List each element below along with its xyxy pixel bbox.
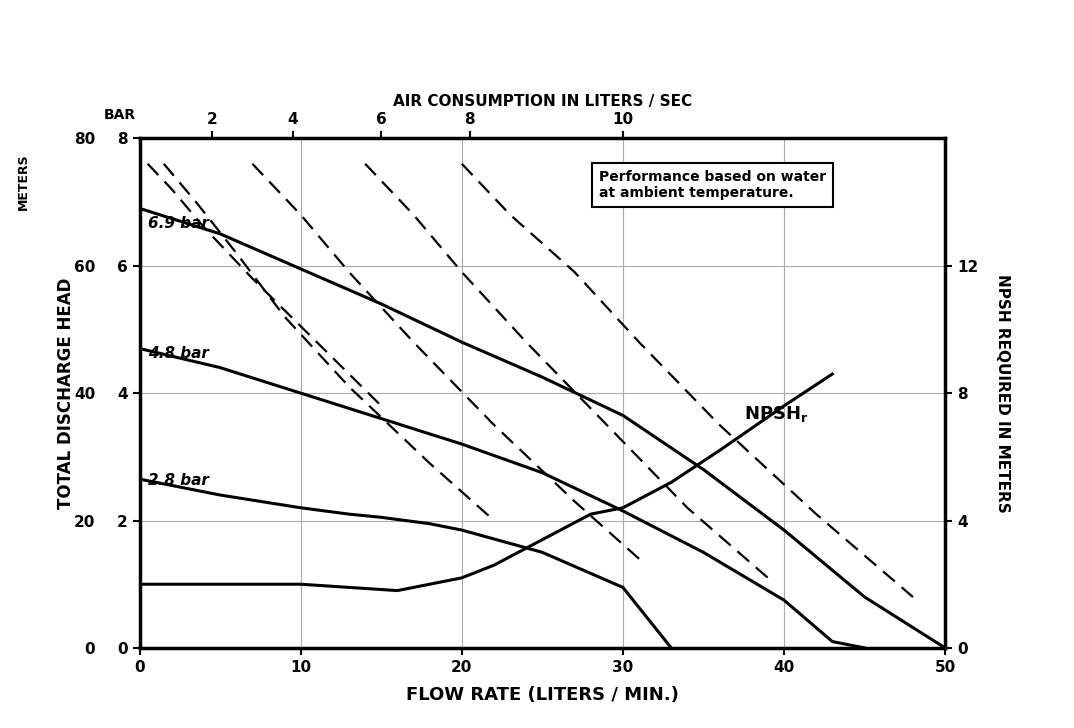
Text: METERS: METERS xyxy=(17,154,30,210)
Text: 4.8 bar: 4.8 bar xyxy=(148,346,208,361)
Y-axis label: TOTAL DISCHARGE HEAD: TOTAL DISCHARGE HEAD xyxy=(57,277,75,509)
Text: 6.9 bar: 6.9 bar xyxy=(148,215,208,231)
Text: Performance based on water
at ambient temperature.: Performance based on water at ambient te… xyxy=(599,170,826,200)
X-axis label: AIR CONSUMPTION IN LITERS / SEC: AIR CONSUMPTION IN LITERS / SEC xyxy=(393,94,692,109)
X-axis label: FLOW RATE (LITERS / MIN.): FLOW RATE (LITERS / MIN.) xyxy=(406,686,679,704)
Y-axis label: NPSH REQUIRED IN METERS: NPSH REQUIRED IN METERS xyxy=(995,274,1010,513)
Text: $\mathbf{NPSH_r}$: $\mathbf{NPSH_r}$ xyxy=(743,403,809,424)
Text: BAR: BAR xyxy=(104,108,136,122)
Text: 2.8 bar: 2.8 bar xyxy=(148,473,208,488)
